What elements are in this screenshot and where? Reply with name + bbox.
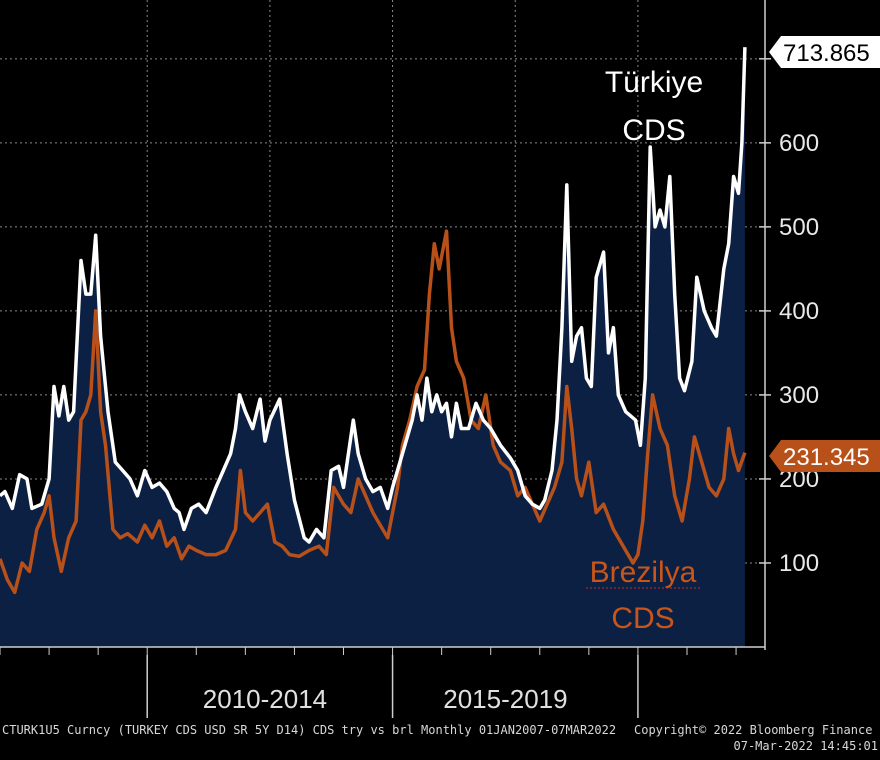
period-label: 2010-2014 (203, 684, 327, 714)
turkey-cds-area (0, 47, 745, 647)
brazil-last-value-badge: 231.345 (769, 440, 880, 472)
axes (0, 0, 766, 718)
footer-source: CTURK1U5 Curncy (TURKEY CDS USD SR 5Y D1… (2, 723, 616, 737)
y-tick-label: 300 (779, 382, 819, 409)
brazil-label-line1: Brezilya (590, 556, 697, 589)
y-axis-ticks: 100200300400500600700 (759, 46, 819, 577)
turkey-label-line1: Türkiye (605, 66, 703, 99)
period-labels: 2010-2014 2015-2019 (203, 684, 568, 714)
y-tick-label: 100 (779, 550, 819, 577)
brazil-label-line2: CDS (611, 602, 674, 635)
footer-copyright: Copyright© 2022 Bloomberg Finance L.P. (634, 723, 880, 737)
brazil-cds-line (0, 229, 747, 595)
footer-timestamp: 07-Mar-2022 14:45:01 (734, 739, 879, 753)
period-label: 2015-2019 (443, 684, 567, 714)
y-tick-label: 600 (779, 130, 819, 157)
y-tick-label: 500 (779, 214, 819, 241)
turkey-last-value: 713.865 (783, 40, 870, 67)
turkey-cds-line (0, 47, 747, 544)
turkey-label-line2: CDS (622, 114, 685, 147)
y-tick-label: 400 (779, 298, 819, 325)
brazil-last-value: 231.345 (783, 444, 870, 471)
turkey-last-value-badge: 713.865 (769, 36, 880, 68)
